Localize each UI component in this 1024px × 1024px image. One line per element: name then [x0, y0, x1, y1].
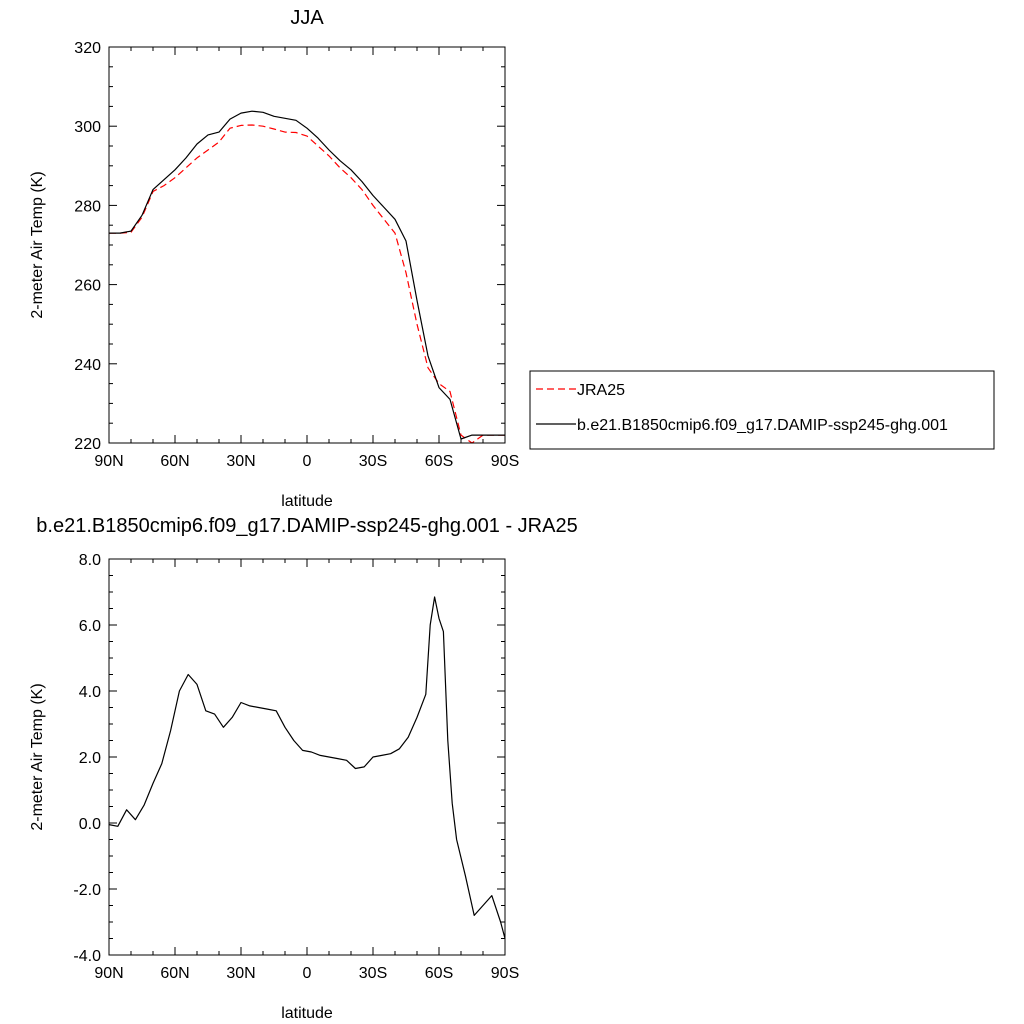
- bottom-panel-x-tick-label: 30S: [359, 965, 387, 982]
- bottom-panel-y-tick-label: 8.0: [79, 552, 101, 569]
- bottom-panel-y-tick-label: -4.0: [73, 948, 101, 965]
- top-panel-x-tick-label: 90S: [491, 453, 519, 470]
- bottom-panel-x-tick-label: 90S: [491, 965, 519, 982]
- top-panel-x-tick-label: 0: [303, 453, 312, 470]
- bottom-panel-y-tick-label: 4.0: [79, 684, 101, 701]
- top-panel-y-tick-label: 320: [74, 40, 101, 57]
- top-panel-y-tick-label: 300: [74, 119, 101, 136]
- bottom-panel-x-tick-label: 90N: [94, 965, 123, 982]
- top-panel-series-line-jra25: [109, 124, 505, 444]
- top-panel-y-tick-label: 240: [74, 357, 101, 374]
- bottom-panel-x-tick-label: 0: [303, 965, 312, 982]
- bottom-panel-series: [108, 596, 506, 939]
- bottom-panel-y-axis-label: 2-meter Air Temp (K): [29, 683, 46, 830]
- bottom-panel-x-tick-label: 60N: [160, 965, 189, 982]
- bottom-panel-frame: [108, 558, 506, 956]
- legend-label-jra25: JRA25: [577, 382, 625, 399]
- top-panel-x-tick-label: 60N: [160, 453, 189, 470]
- top-panel-y-tick-label: 280: [74, 198, 101, 215]
- top-panel-x-axis-label: latitude: [281, 493, 333, 510]
- bottom-panel-y-tick-label: 0.0: [79, 816, 101, 833]
- bottom-panel-y-tick-label: 6.0: [79, 618, 101, 635]
- bottom-panel-x-tick-label: 60S: [425, 965, 453, 982]
- top-panel-ticks: 90N 60N 30N 0 30S 60S 90S 220 240 260 280 300 320: [74, 40, 519, 470]
- legend-label-model: b.e21.B1850cmip6.f09_g17.DAMIP-ssp245-gh…: [577, 417, 948, 434]
- top-panel-title: JJA: [290, 7, 324, 29]
- top-panel-x-tick-label: 30N: [226, 453, 255, 470]
- top-panel-y-tick-label: 260: [74, 278, 101, 295]
- bottom-panel-x-tick-label: 30N: [226, 965, 255, 982]
- top-panel-x-tick-label: 60S: [425, 453, 453, 470]
- top-panel-y-axis-label: 2-meter Air Temp (K): [29, 171, 46, 318]
- top-panel-x-tick-label: 90N: [94, 453, 123, 470]
- top-panel-x-tick-label: 30S: [359, 453, 387, 470]
- bottom-panel-title: b.e21.B1850cmip6.f09_g17.DAMIP-ssp245-gh…: [36, 515, 577, 537]
- top-panel-temperature: JJA 2-meter Air Temp (K) latitude 90N 60N…: [29, 7, 519, 510]
- legend-box: [529, 370, 995, 450]
- top-panel-series: [109, 110, 505, 444]
- legend: JRA25 b.e21.B1850cmip6.f09_g17.DAMIP-ssp…: [529, 370, 995, 450]
- bottom-panel-y-tick-label: -2.0: [73, 882, 101, 899]
- bottom-panel-series-line-difference: [108, 596, 506, 939]
- top-panel-frame: [108, 46, 506, 444]
- top-panel-y-tick-label: 220: [74, 436, 101, 453]
- bottom-panel-difference: b.e21.B1850cmip6.f09_g17.DAMIP-ssp245-gh…: [29, 515, 578, 1022]
- bottom-panel-x-axis-label: latitude: [281, 1005, 333, 1022]
- top-panel-series-line-model: [109, 110, 505, 440]
- bottom-panel-y-tick-label: 2.0: [79, 750, 101, 767]
- bottom-panel-ticks: 90N 60N 30N 0 30S 60S 90S -4.0 -2.0 0.0 2.0 4.0 6.0 8…: [73, 552, 519, 982]
